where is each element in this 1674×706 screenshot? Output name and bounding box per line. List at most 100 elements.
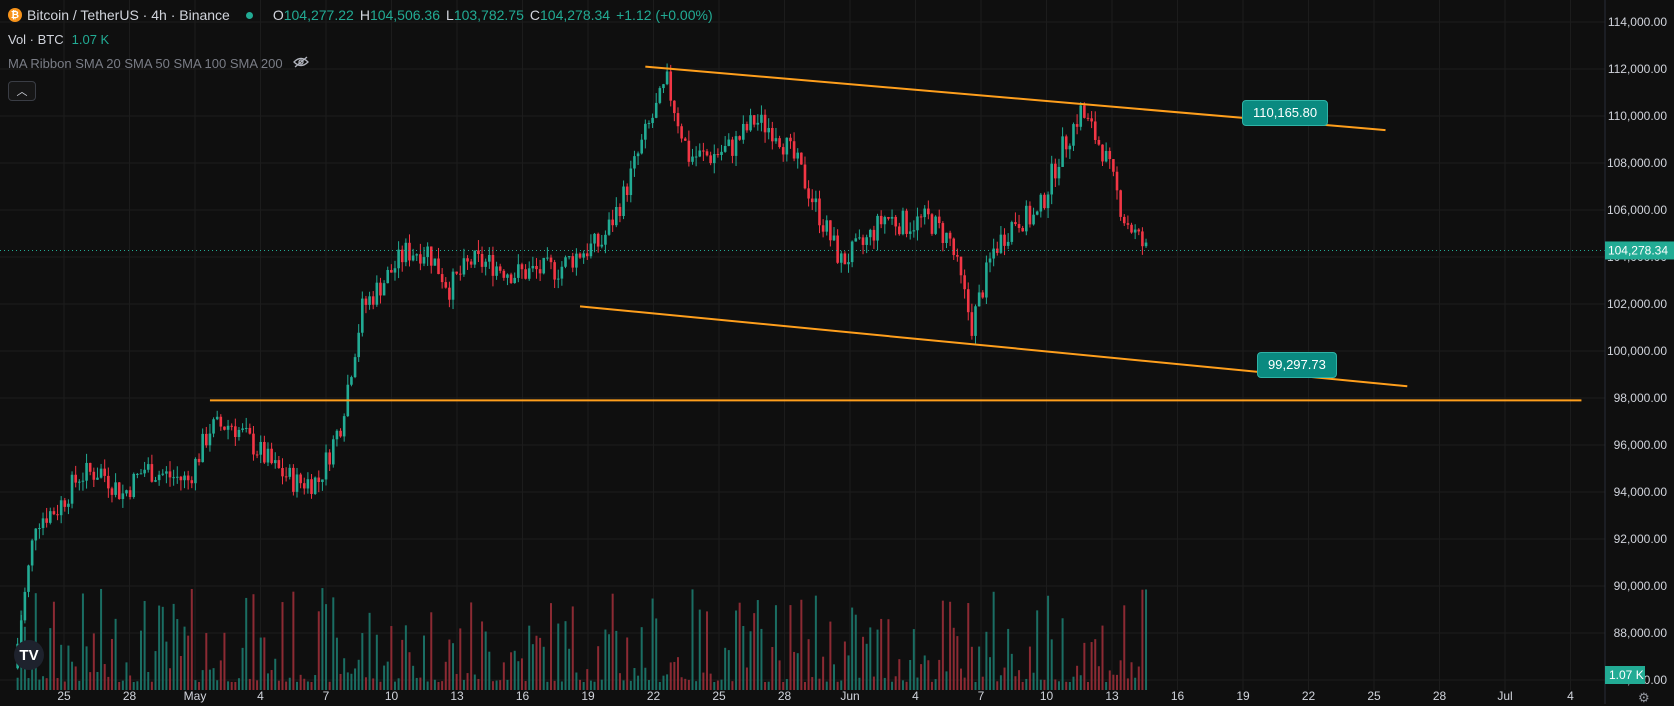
candle-body [556, 278, 560, 280]
volume-bar [553, 680, 556, 690]
volume-bar [927, 660, 930, 690]
market-status-icon [245, 11, 253, 19]
candle-body [832, 235, 836, 241]
volume-bar [858, 677, 861, 690]
volume-bar [774, 605, 777, 690]
volume-bar [314, 675, 317, 690]
indicator-legend[interactable]: MA Ribbon SMA 20 SMA 50 SMA 100 SMA 200 [8, 56, 309, 71]
volume-bar [491, 681, 494, 690]
candle-body [295, 474, 299, 492]
volume-bar [364, 677, 367, 690]
candle-body [956, 255, 959, 257]
lower-channel-price-badge[interactable]: 99,297.73 [1257, 352, 1337, 378]
candle-body [988, 258, 992, 263]
volume-bar [125, 662, 128, 690]
volume-bar [310, 681, 313, 690]
volume-bar [811, 677, 814, 690]
candle-body [339, 430, 342, 437]
volume-bar [245, 597, 248, 690]
volume-legend[interactable]: Vol · BTC 1.07 K [8, 32, 109, 47]
volume-bar [96, 671, 99, 690]
volume-bar [172, 603, 175, 690]
candle-body [633, 156, 636, 169]
volume-bar [397, 678, 400, 690]
volume-bar [709, 673, 712, 690]
candle-body [143, 469, 146, 474]
candle-body [284, 476, 288, 478]
volume-bar [586, 669, 589, 690]
candle-body [52, 511, 56, 515]
volume-bar [843, 641, 846, 690]
volume-bar [1097, 666, 1100, 690]
eye-hidden-icon[interactable] [292, 56, 309, 71]
volume-bar [803, 681, 806, 690]
candle-body [419, 254, 422, 264]
volume-bar [738, 602, 741, 690]
x-tick-label: 28 [778, 689, 792, 703]
symbol-title[interactable]: Bitcoin / TetherUS · 4h · Binance [27, 7, 230, 23]
candle-body [941, 223, 945, 244]
volume-bar [488, 651, 491, 690]
candle-body [132, 473, 136, 498]
candle-body [390, 269, 393, 273]
volume-bar [343, 658, 346, 690]
volume-bar [466, 673, 469, 690]
gear-icon[interactable]: ⚙ [1638, 690, 1650, 705]
x-tick-label: 19 [581, 689, 595, 703]
candle-body [814, 198, 818, 203]
volume-bar [829, 621, 832, 690]
volume-bar [16, 677, 19, 690]
candle-body [477, 250, 480, 254]
volume-bar [1101, 625, 1104, 690]
candle-body [945, 232, 948, 244]
volume-bar [851, 607, 854, 690]
candle-body [676, 113, 680, 127]
candle-body [818, 198, 821, 226]
volume-bar [1025, 678, 1028, 690]
candle-body [136, 473, 139, 475]
volume-bar [542, 646, 545, 690]
candle-body [411, 255, 415, 261]
volume-bar [510, 652, 513, 690]
volume-bar [179, 655, 182, 690]
candle-body [662, 84, 665, 89]
candle-body [190, 480, 194, 484]
volume-bar [299, 674, 302, 690]
candle-body [114, 482, 117, 495]
volume-bar [190, 588, 193, 690]
volume-bar [158, 605, 161, 690]
close-value: 104,278.34 [540, 7, 611, 23]
volume-bars [16, 588, 1148, 690]
volume-bar [274, 658, 277, 690]
candle-body [429, 246, 433, 266]
candle-body [810, 198, 814, 203]
candle-body [353, 357, 357, 378]
candle-body [244, 427, 248, 429]
upper-channel-price-badge[interactable]: 110,165.80 [1242, 100, 1329, 126]
time-axis: 25 28 May 4 7 10 13 16 19 22 25 28 Jun 4 7 10 13 16 19 22 25… [57, 689, 1574, 703]
candle-body [749, 115, 752, 131]
volume-bar [549, 603, 552, 690]
candle-body [658, 88, 662, 103]
volume-bar [372, 678, 375, 690]
x-tick-label: 19 [1236, 689, 1250, 703]
volume-bar [1065, 681, 1068, 690]
tradingview-logo[interactable]: TV [14, 640, 44, 670]
volume-bar [1043, 679, 1046, 690]
volume-bar [147, 671, 150, 690]
candle-body [868, 229, 872, 238]
candle-body [560, 266, 564, 279]
candle-body [426, 246, 429, 258]
candle-body [625, 186, 629, 196]
candle-body [542, 257, 546, 274]
candle-body [1126, 223, 1130, 225]
volume-bar [473, 674, 476, 690]
volume-bar [970, 646, 973, 690]
volume-bar [713, 681, 716, 690]
collapse-legend-button[interactable]: ︿ [8, 81, 36, 101]
x-tick-label: 4 [912, 689, 919, 703]
candle-body [1003, 234, 1006, 246]
volume-bar [963, 677, 966, 690]
candle-body [56, 514, 59, 516]
